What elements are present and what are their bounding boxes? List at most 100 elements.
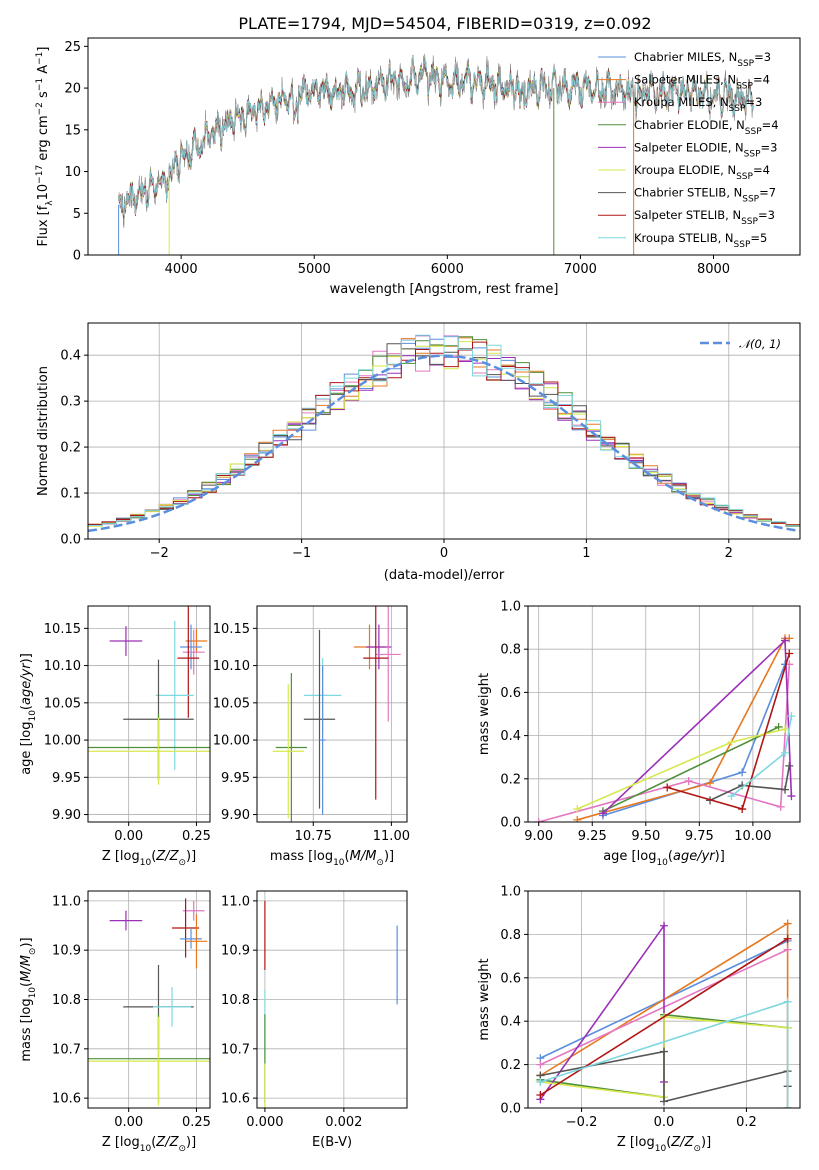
y-tick-label: 0.2 <box>500 772 521 787</box>
plus-marker <box>781 748 790 757</box>
x-tick-label: 0.00 <box>114 829 143 844</box>
x-axis-label: Z [log10(Z/Z⊙)] <box>102 849 196 868</box>
age_vs_mass-marks <box>272 606 401 822</box>
plus-marker <box>785 649 794 658</box>
age_vs_Z-panel: 0.00 0.25 9.90 9.95 10.00 10.05 10.10 10.15 Z [l… <box>19 605 211 868</box>
x-tick-label: 9.50 <box>631 829 660 844</box>
y-tick-label: 0.4 <box>500 729 521 744</box>
y-tick-label: 10.6 <box>52 1092 81 1107</box>
gaussian-reference-line <box>88 354 800 533</box>
y-tick-label: 10.00 <box>213 734 250 749</box>
y-tick-label: 10.9 <box>52 944 81 959</box>
y-tick-label: 0.4 <box>500 1015 521 1030</box>
y-tick-label: 10.8 <box>221 993 250 1008</box>
plus-marker <box>660 921 668 930</box>
mass_weight_vs_age-panel: 9.00 9.25 9.50 9.75 10.00 0.0 0.2 0.4 0.6 0.8 1.0 a… <box>477 600 801 868</box>
spectrum-panel: 4000 5000 6000 7000 8000 0 5 10 15 20 25 wavelength… <box>35 37 801 297</box>
x-axis-label: (data-model)/error <box>384 568 505 583</box>
x-axis-label: Z [log10(Z/Z⊙)] <box>617 1135 711 1154</box>
chart-layer: 4000 5000 6000 7000 80000510152025wavelength… <box>19 37 801 1154</box>
error-bar-point <box>172 898 200 958</box>
mass-weight-line <box>539 923 665 1100</box>
mass-weight-line <box>602 726 779 812</box>
mass-weight-line <box>540 1050 789 1103</box>
x-tick-label: 2 <box>725 546 733 561</box>
plus-marker <box>738 805 747 814</box>
y-axis-label: mass weight <box>477 958 492 1040</box>
mass_vs_Z-marks <box>88 898 210 1106</box>
y-tick-label: 1.0 <box>500 600 521 615</box>
mass_vs_ebv-panel: 0.000 0.002 10.6 10.7 10.8 10.9 11.0 E(B-V) <box>221 890 408 1150</box>
plus-marker <box>783 919 792 928</box>
y-tick-label: 10.7 <box>221 1042 250 1057</box>
x-tick-label: −1 <box>292 546 311 561</box>
x-tick-label: −0.2 <box>566 1115 598 1130</box>
spectrum-marks <box>118 53 754 255</box>
axes-frame <box>256 605 408 823</box>
x-tick-label: 0.25 <box>182 829 211 844</box>
y-tick-label: 11.0 <box>52 894 81 909</box>
plus-marker <box>727 738 736 747</box>
y-tick-label: 10.8 <box>52 993 81 1008</box>
x-tick-label: 0.0 <box>654 1115 675 1130</box>
mass-weight-line <box>709 765 791 802</box>
x-tick-label: 0.25 <box>182 1115 211 1130</box>
mass_weight_vs_Z-panel: −0.2 0.0 0.2 0.0 0.2 0.4 0.6 0.8 1.0 Z [log10(Z/Z… <box>477 885 801 1154</box>
x-axis-label: wavelength [Angstrom, rest frame] <box>330 282 559 297</box>
legend: Chabrier MILES, NSSP=3 Salpeter MILES, NS… <box>598 50 779 250</box>
y-axis-label: Normed distribution <box>36 366 51 496</box>
plus-marker <box>727 792 736 801</box>
x-tick-label: −2 <box>150 546 169 561</box>
plus-marker <box>573 805 582 814</box>
y-tick-label: 10.05 <box>44 696 81 711</box>
y-tick-label: 5 <box>73 207 81 222</box>
y-tick-label: 1.0 <box>500 885 521 900</box>
plus-marker <box>534 818 543 822</box>
y-tick-label: 10.9 <box>221 944 250 959</box>
axes-frame <box>527 605 801 823</box>
plus-marker <box>785 761 794 770</box>
x-tick-label: 0.2 <box>736 1115 757 1130</box>
mass_vs_ebv-marks <box>264 900 398 1108</box>
error-bar-point <box>275 673 307 822</box>
legend-label: Kroupa ELODIE, NSSP=4 <box>634 163 770 182</box>
x-tick-label: 10.00 <box>734 829 771 844</box>
y-tick-label: 0.8 <box>500 643 521 658</box>
plus-marker <box>536 1060 545 1069</box>
error-bar-point <box>180 624 202 670</box>
x-tick-label: 9.00 <box>524 829 553 844</box>
plus-marker <box>781 636 790 645</box>
y-axis-label: Flux [fλ10−17 erg cm−2 s−1 A−1] <box>35 47 55 247</box>
y-tick-label: 20 <box>64 82 81 97</box>
mass_weight_vs_Z-marks <box>536 919 792 1108</box>
plus-marker <box>783 945 792 954</box>
y-tick-label: 10.15 <box>213 622 250 637</box>
residual-histogram-line <box>88 334 800 527</box>
error-bar-point <box>303 629 336 809</box>
y-tick-label: 0.0 <box>500 816 521 831</box>
plus-marker <box>785 634 794 643</box>
y-tick-label: 9.95 <box>52 771 81 786</box>
legend-label: Salpeter ELODIE, NSSP=3 <box>634 140 777 159</box>
y-tick-label: 0.3 <box>60 395 81 410</box>
x-tick-label: 0 <box>440 546 448 561</box>
error-bar-point <box>182 629 205 675</box>
y-tick-label: 0.0 <box>500 1102 521 1117</box>
error-bar-point <box>272 684 304 819</box>
plus-marker <box>573 815 582 822</box>
error-bar-point <box>109 626 143 656</box>
plus-marker <box>706 779 715 788</box>
y-tick-label: 9.90 <box>221 808 250 823</box>
plus-marker <box>660 1047 668 1056</box>
error-bar-point <box>182 900 205 921</box>
error-bar-point <box>185 629 208 653</box>
x-tick-label: 1 <box>582 546 590 561</box>
x-tick-label: 7000 <box>564 262 597 277</box>
error-bar-point <box>185 914 208 969</box>
legend-label: Chabrier STELIB, NSSP=7 <box>634 186 776 205</box>
y-tick-label: 0.6 <box>500 686 521 701</box>
figure-title: PLATE=1794, MJD=54504, FIBERID=0319, z=0… <box>238 14 651 33</box>
plus-marker <box>783 934 792 943</box>
plus-marker <box>781 725 790 734</box>
x-tick-label: 9.75 <box>685 829 714 844</box>
